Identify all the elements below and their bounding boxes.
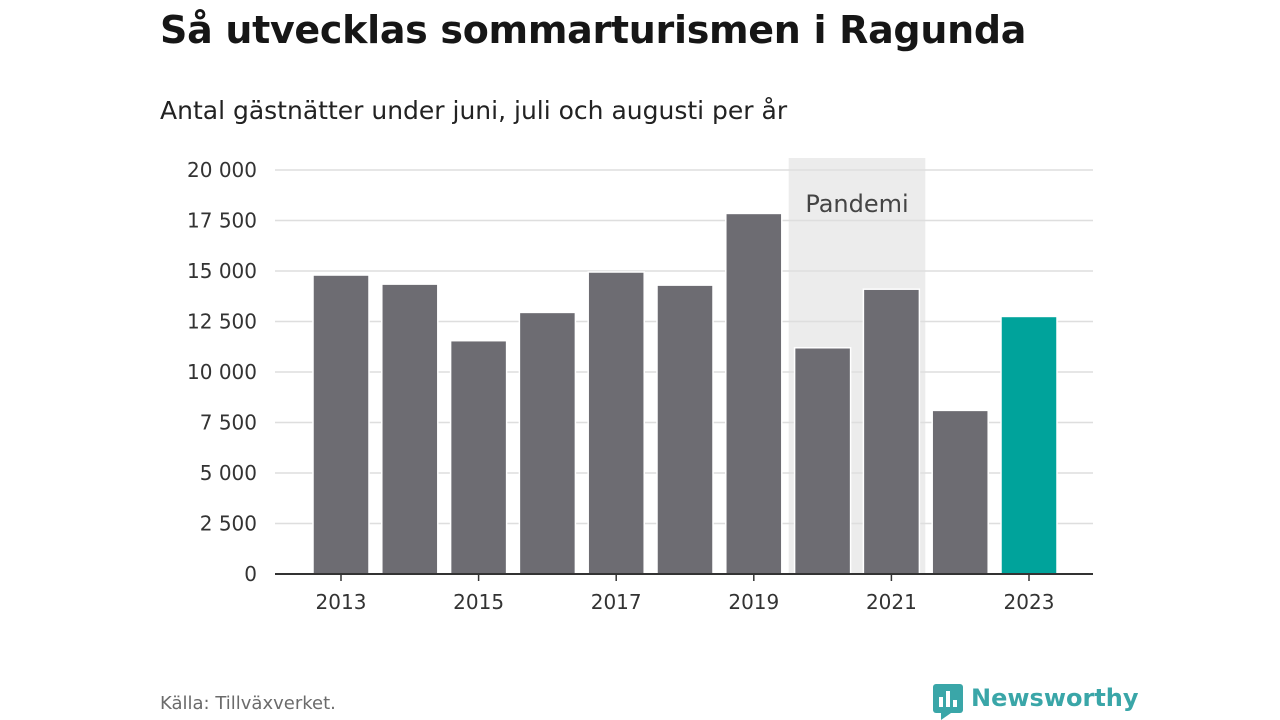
bar-2019 <box>725 212 783 575</box>
bar-2023 <box>1000 315 1058 575</box>
y-tick-label: 17 500 <box>187 209 257 233</box>
bar-2017 <box>587 271 645 575</box>
pandemic-band-label: Pandemi <box>805 190 908 218</box>
newsworthy-logo-icon <box>933 684 963 720</box>
bar-2018 <box>656 284 714 575</box>
brand-name: Newsworthy <box>971 684 1139 712</box>
y-tick-label: 0 <box>244 562 257 586</box>
x-tick-label: 2023 <box>1004 590 1055 614</box>
y-tick-label: 15 000 <box>187 259 257 283</box>
x-tick-label: 2019 <box>728 590 779 614</box>
chart-title: Så utvecklas sommarturismen i Ragunda <box>160 8 1027 52</box>
y-tick-label: 7 500 <box>200 411 257 435</box>
y-tick-label: 10 000 <box>187 360 257 384</box>
x-tick-label: 2017 <box>591 590 642 614</box>
y-tick-label: 12 500 <box>187 310 257 334</box>
bar-2015 <box>449 339 508 575</box>
y-tick-label: 20 000 <box>187 158 257 182</box>
bar-2013 <box>312 274 370 575</box>
chart-subtitle: Antal gästnätter under juni, juli och au… <box>160 96 788 125</box>
source-note: Källa: Tillväxverket. <box>160 693 336 714</box>
bar-2016 <box>518 311 577 575</box>
x-tick-label: 2013 <box>316 590 367 614</box>
bar-2014 <box>381 283 439 575</box>
y-tick-label: 2 500 <box>200 512 257 536</box>
bar-2020 <box>793 347 852 575</box>
bar-2022 <box>931 409 989 575</box>
x-tick-label: 2015 <box>453 590 504 614</box>
brand-logo: Newsworthy <box>933 684 1139 720</box>
bar-2021 <box>862 288 921 575</box>
y-tick-label: 5 000 <box>200 461 257 485</box>
x-tick-label: 2021 <box>866 590 917 614</box>
